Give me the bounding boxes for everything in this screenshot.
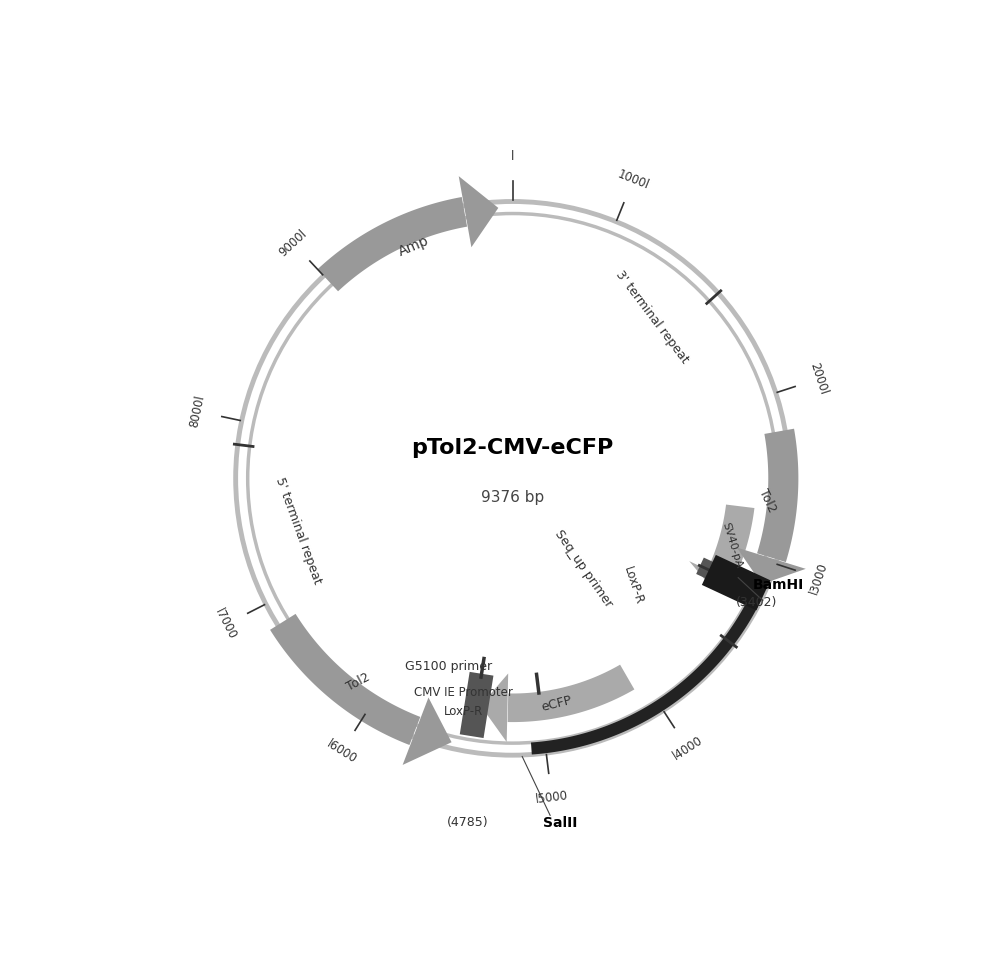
Text: l7000: l7000 xyxy=(212,607,239,642)
Text: l: l xyxy=(511,149,514,163)
Text: 8000l: 8000l xyxy=(188,394,207,429)
Text: 9376 bp: 9376 bp xyxy=(481,489,544,505)
Polygon shape xyxy=(318,197,467,291)
Text: 5' terminal repeat: 5' terminal repeat xyxy=(273,476,323,586)
Text: 1000l: 1000l xyxy=(615,168,651,192)
Text: l3000: l3000 xyxy=(807,560,830,595)
Text: l6000: l6000 xyxy=(324,737,359,766)
Polygon shape xyxy=(460,672,493,738)
Text: BamHI: BamHI xyxy=(753,578,804,592)
Polygon shape xyxy=(459,176,498,247)
Polygon shape xyxy=(737,547,806,584)
Text: 9000l: 9000l xyxy=(276,227,309,259)
Polygon shape xyxy=(270,614,420,745)
Text: LoxP-R: LoxP-R xyxy=(444,705,483,718)
Text: Seq_up primer: Seq_up primer xyxy=(552,528,615,610)
Text: Amp: Amp xyxy=(397,234,431,259)
Text: Tol2: Tol2 xyxy=(345,671,372,694)
Text: (4785): (4785) xyxy=(447,817,488,829)
Text: l4000: l4000 xyxy=(670,734,705,763)
Text: SV40-pA: SV40-pA xyxy=(720,522,744,570)
Text: pTol2-CMV-eCFP: pTol2-CMV-eCFP xyxy=(411,439,614,458)
Polygon shape xyxy=(696,558,752,596)
Polygon shape xyxy=(707,504,754,581)
Polygon shape xyxy=(481,673,508,742)
Polygon shape xyxy=(403,698,452,765)
Text: CMV IE Promoter: CMV IE Promoter xyxy=(414,686,513,700)
Text: 3' terminal repeat: 3' terminal repeat xyxy=(613,268,691,365)
Text: G5100 primer: G5100 primer xyxy=(405,659,492,673)
Polygon shape xyxy=(702,555,770,611)
Polygon shape xyxy=(508,664,634,722)
Text: eCFP: eCFP xyxy=(540,694,573,713)
Text: (3402): (3402) xyxy=(736,596,777,609)
Text: SalII: SalII xyxy=(543,816,577,829)
Text: Tol2: Tol2 xyxy=(756,487,778,515)
Text: l5000: l5000 xyxy=(535,789,569,806)
Text: 2000l: 2000l xyxy=(807,361,830,397)
Polygon shape xyxy=(689,561,751,590)
Polygon shape xyxy=(757,429,798,562)
Polygon shape xyxy=(531,594,761,754)
Text: LoxP-R: LoxP-R xyxy=(621,565,645,606)
